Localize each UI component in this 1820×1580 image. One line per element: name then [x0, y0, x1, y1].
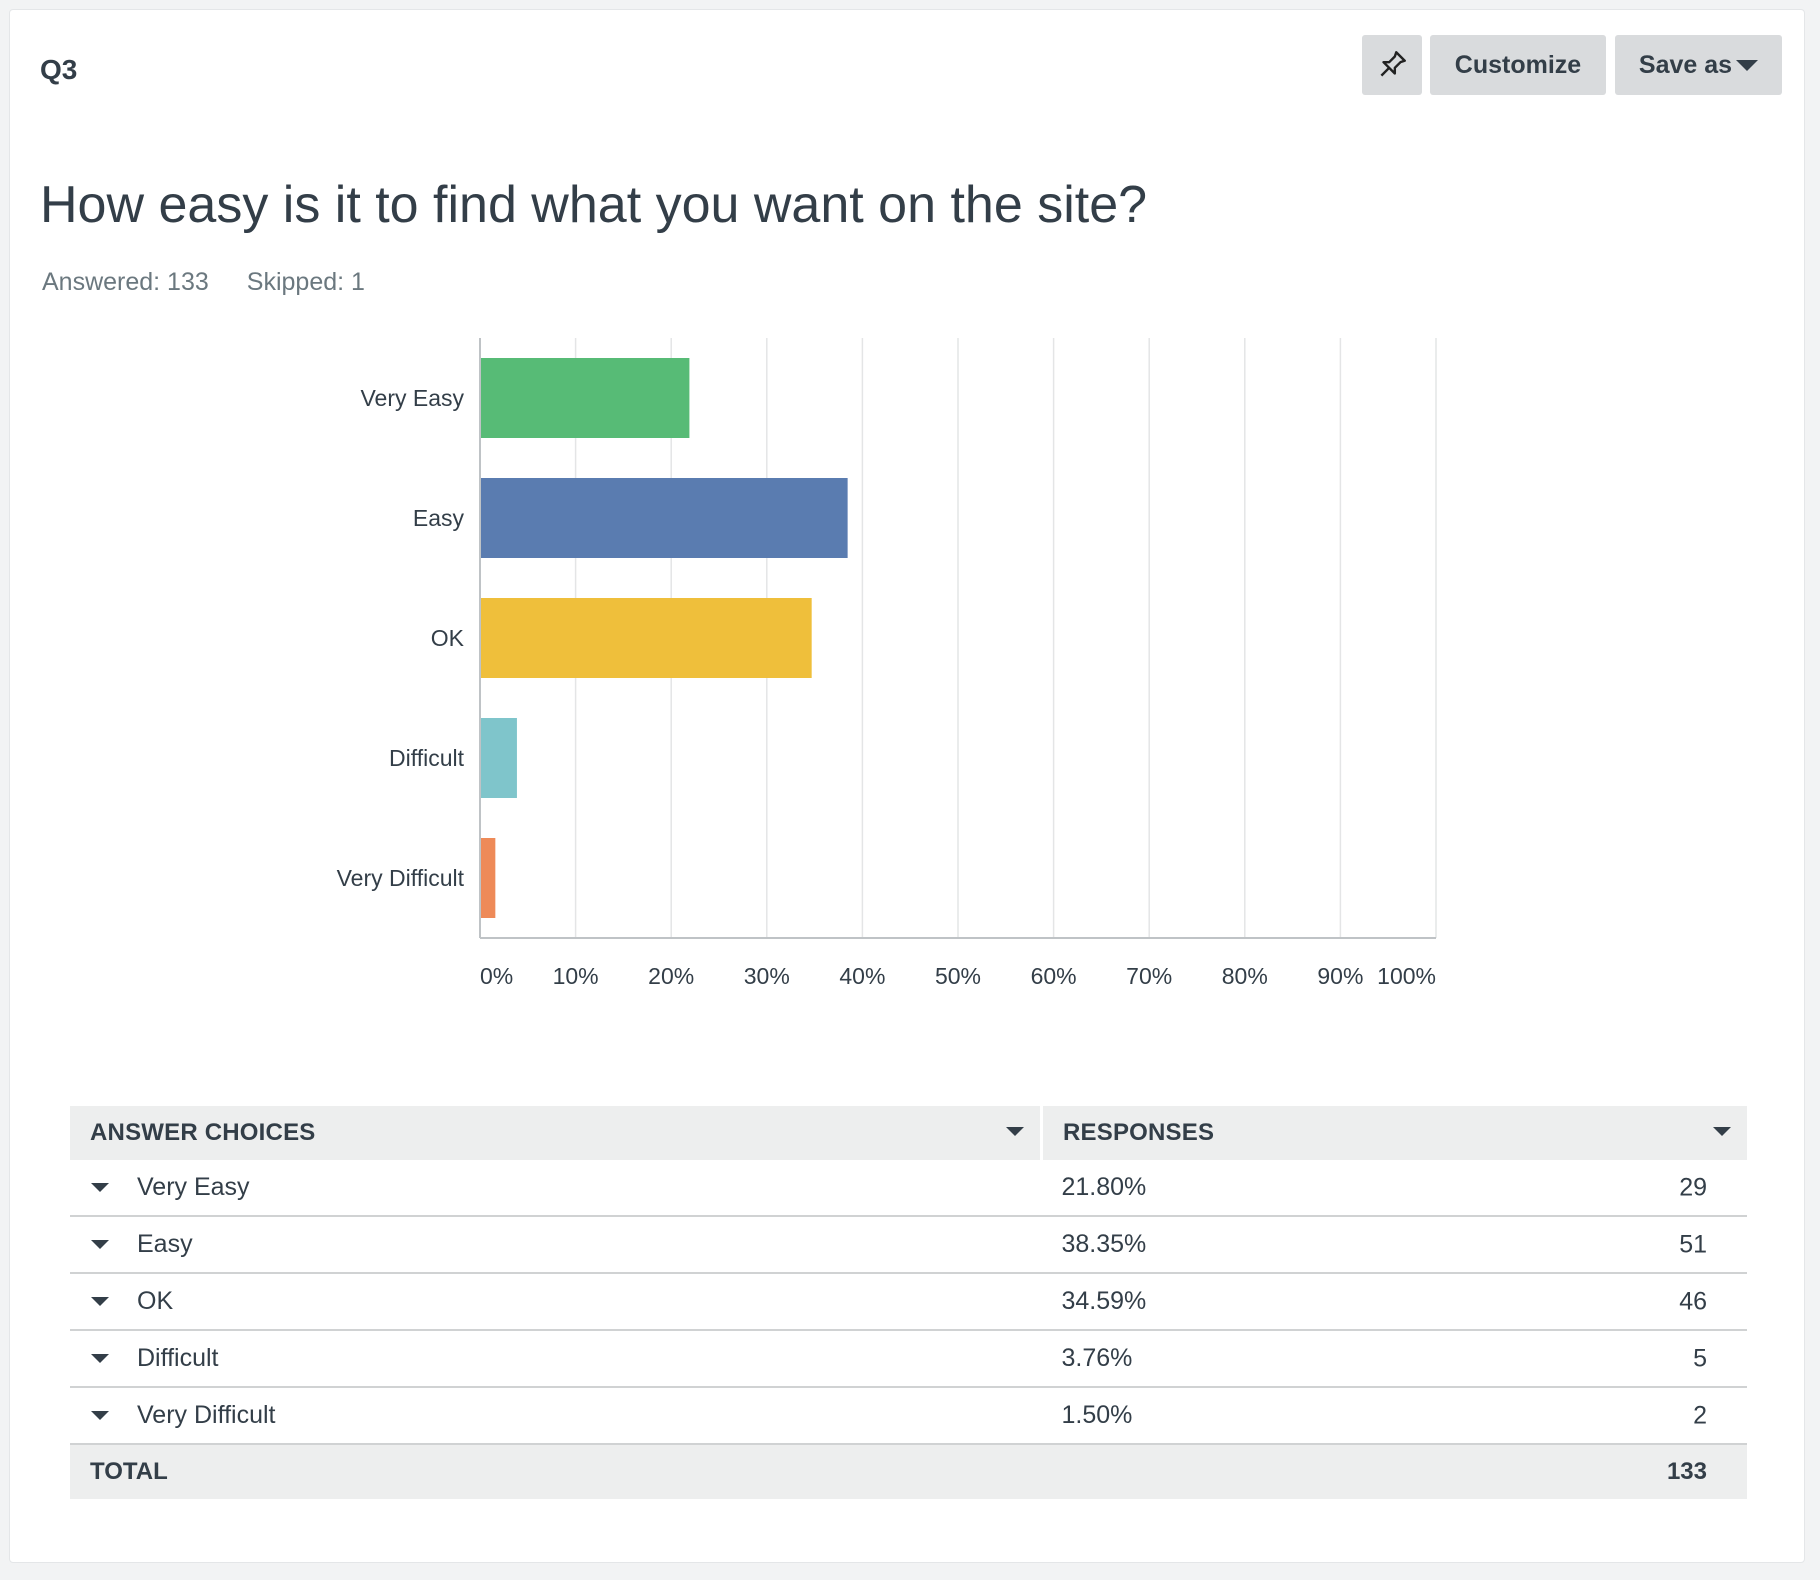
- category-label: OK: [431, 625, 465, 651]
- customize-button[interactable]: Customize: [1430, 35, 1606, 95]
- bar: [481, 838, 496, 918]
- x-tick-label: 40%: [839, 963, 885, 989]
- response-count: 2: [1693, 1401, 1707, 1429]
- x-tick-label: 60%: [1031, 963, 1077, 989]
- response-count: 51: [1679, 1230, 1707, 1258]
- expand-caret-icon[interactable]: [91, 1354, 109, 1363]
- responses-header[interactable]: RESPONSES: [1041, 1106, 1747, 1160]
- choice-label: Very Easy: [137, 1173, 250, 1201]
- bar: [481, 358, 690, 438]
- skipped-count: Skipped: 1: [246, 268, 365, 296]
- sort-caret-icon: [1713, 1127, 1731, 1136]
- question-number: Q3: [40, 54, 78, 85]
- x-tick-label: 70%: [1126, 963, 1172, 989]
- sort-caret-icon: [1006, 1127, 1024, 1136]
- x-tick-label: 100%: [1377, 963, 1436, 989]
- response-percent: 34.59%: [1061, 1287, 1147, 1315]
- x-tick-label: 30%: [744, 963, 790, 989]
- choice-label: Very Difficult: [137, 1401, 276, 1429]
- x-tick-label: 50%: [935, 963, 981, 989]
- bar: [481, 598, 812, 678]
- table-row: OK 34.59% 46: [70, 1273, 1747, 1331]
- table-row: Very Difficult 1.50% 2: [70, 1387, 1747, 1445]
- category-label: Difficult: [389, 745, 465, 771]
- category-label: Very Easy: [360, 385, 464, 411]
- question-title: How easy is it to find what you want on …: [40, 176, 1148, 234]
- x-tick-label: 0%: [480, 963, 513, 989]
- response-stats: Answered: 133 Skipped: 1: [42, 268, 365, 297]
- pin-icon: [1380, 51, 1406, 77]
- question-card: Q3 Customize Save as How easy is it to f…: [9, 9, 1805, 1563]
- expand-caret-icon[interactable]: [91, 1411, 109, 1420]
- expand-caret-icon[interactable]: [91, 1297, 109, 1306]
- save-as-button[interactable]: Save as: [1615, 35, 1782, 95]
- x-tick-label: 90%: [1317, 963, 1363, 989]
- response-percent: 3.76%: [1061, 1344, 1133, 1372]
- choice-label: OK: [137, 1287, 174, 1315]
- response-count: 5: [1693, 1344, 1707, 1372]
- answered-count: Answered: 133: [42, 268, 209, 296]
- x-tick-label: 20%: [648, 963, 694, 989]
- category-label: Very Difficult: [337, 865, 465, 891]
- total-count: 133: [1666, 1458, 1707, 1485]
- table-row: Easy 38.35% 51: [70, 1216, 1747, 1274]
- total-row: TOTAL 133: [70, 1444, 1747, 1499]
- category-label: Easy: [413, 505, 465, 531]
- response-count: 29: [1679, 1173, 1707, 1201]
- chevron-down-icon: [1736, 59, 1759, 71]
- expand-caret-icon[interactable]: [91, 1240, 109, 1249]
- bar: [481, 478, 848, 558]
- response-percent: 21.80%: [1061, 1173, 1147, 1201]
- x-tick-label: 80%: [1222, 963, 1268, 989]
- expand-caret-icon[interactable]: [91, 1183, 109, 1192]
- response-count: 46: [1679, 1287, 1707, 1315]
- bar: [481, 718, 517, 798]
- save-as-label: Save as: [1638, 50, 1733, 79]
- total-label: TOTAL: [70, 1444, 1042, 1499]
- response-percent: 38.35%: [1061, 1230, 1147, 1258]
- response-percent: 1.50%: [1061, 1401, 1133, 1429]
- answer-choices-header[interactable]: ANSWER CHOICES: [70, 1106, 1043, 1160]
- table-row: Difficult 3.76% 5: [70, 1330, 1747, 1388]
- table-row: Very Easy 21.80% 29: [70, 1160, 1747, 1217]
- choice-label: Easy: [137, 1230, 193, 1258]
- responses-table: ANSWER CHOICES RESPONSES Very Easy 21.80…: [70, 1106, 1747, 1499]
- choice-label: Difficult: [137, 1344, 219, 1372]
- x-tick-label: 10%: [553, 963, 599, 989]
- pin-button[interactable]: [1362, 35, 1422, 95]
- bar-chart: 0% 10% 20% 30% 40% 50% 60% 70% 80% 90% 100% Very Ea…: [337, 338, 1437, 989]
